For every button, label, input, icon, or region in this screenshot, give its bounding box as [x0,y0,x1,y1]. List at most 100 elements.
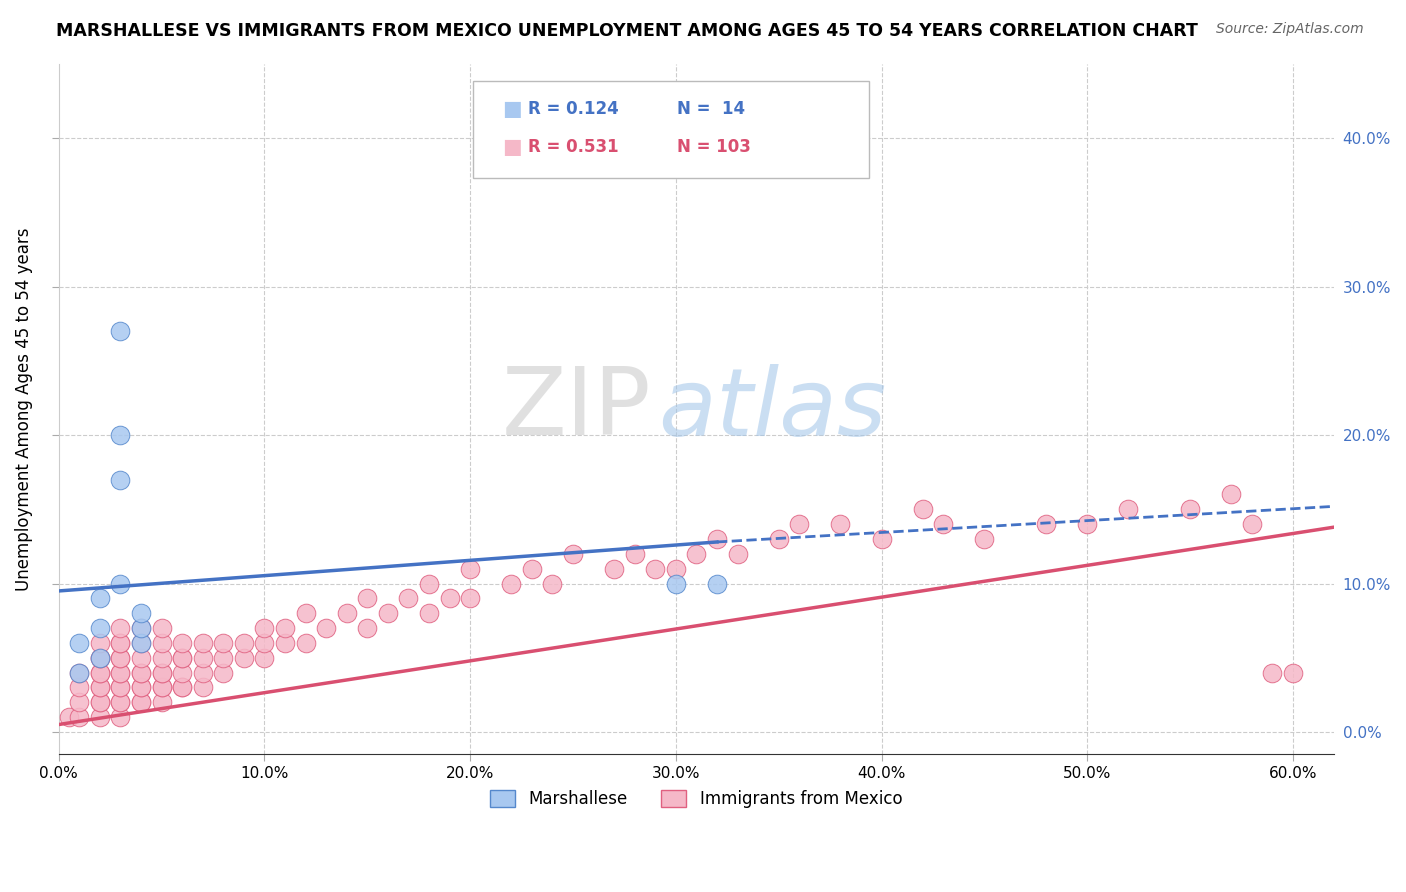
Point [150,681,173,695]
Point [212,665,235,680]
Point [150,665,173,680]
Text: ZIP: ZIP [502,363,652,455]
Point [89,650,111,665]
Point [129,636,152,650]
Point [67,665,90,680]
Point [172,681,194,695]
Point [89,681,111,695]
Point [110,428,132,442]
Point [377,606,399,620]
Point [67,636,90,650]
Point [110,681,132,695]
Point [336,606,359,620]
Point [191,681,214,695]
Text: ■: ■ [502,136,522,157]
Point [129,665,152,680]
Point [89,636,111,650]
Point [89,621,111,635]
Point [110,710,132,724]
Point [129,650,152,665]
Point [110,650,132,665]
Point [1240,517,1263,532]
Point [439,591,461,606]
Point [172,665,194,680]
Point [562,547,585,561]
Point [150,695,173,709]
Point [150,681,173,695]
Point [129,606,152,620]
Point [1178,502,1201,516]
Point [520,562,543,576]
Point [623,547,645,561]
Point [870,532,893,546]
Point [396,591,419,606]
Point [665,562,688,576]
Point [501,576,523,591]
Text: N = 103: N = 103 [678,138,751,156]
Point [294,606,316,620]
Point [129,681,152,695]
Point [89,681,111,695]
Point [110,695,132,709]
Point [458,562,481,576]
Point [1118,502,1140,516]
Point [603,562,626,576]
Text: atlas: atlas [658,364,886,455]
Point [191,650,214,665]
Point [89,665,111,680]
Point [110,650,132,665]
Point [685,547,707,561]
Point [67,695,90,709]
Point [1220,487,1243,501]
Text: Source: ZipAtlas.com: Source: ZipAtlas.com [1216,22,1364,37]
Point [787,517,810,532]
Point [129,621,152,635]
Point [129,695,152,709]
Point [67,665,90,680]
Point [110,576,132,591]
Text: N =  14: N = 14 [678,100,745,118]
Point [150,650,173,665]
Point [150,636,173,650]
Point [253,650,276,665]
Point [89,591,111,606]
Point [110,324,132,338]
Point [58,710,80,724]
Point [89,695,111,709]
Point [727,547,749,561]
Point [129,621,152,635]
Point [644,562,666,576]
Point [110,636,132,650]
Point [706,576,728,591]
Point [129,636,152,650]
Point [768,532,790,546]
Point [212,636,235,650]
Point [89,650,111,665]
Point [1282,665,1305,680]
Point [172,681,194,695]
Point [232,650,254,665]
Point [253,621,276,635]
Point [932,517,955,532]
Point [706,532,728,546]
Point [110,665,132,680]
Point [129,665,152,680]
Point [67,681,90,695]
Point [232,636,254,650]
Text: ■: ■ [502,99,522,119]
Point [89,650,111,665]
Point [973,532,995,546]
Point [253,636,276,650]
Point [191,636,214,650]
Point [89,695,111,709]
Point [191,665,214,680]
Y-axis label: Unemployment Among Ages 45 to 54 years: Unemployment Among Ages 45 to 54 years [15,227,32,591]
Point [150,665,173,680]
Point [212,650,235,665]
Point [67,710,90,724]
Point [356,591,378,606]
Point [172,650,194,665]
Point [1261,665,1284,680]
Point [110,636,132,650]
Text: R = 0.124: R = 0.124 [529,100,619,118]
